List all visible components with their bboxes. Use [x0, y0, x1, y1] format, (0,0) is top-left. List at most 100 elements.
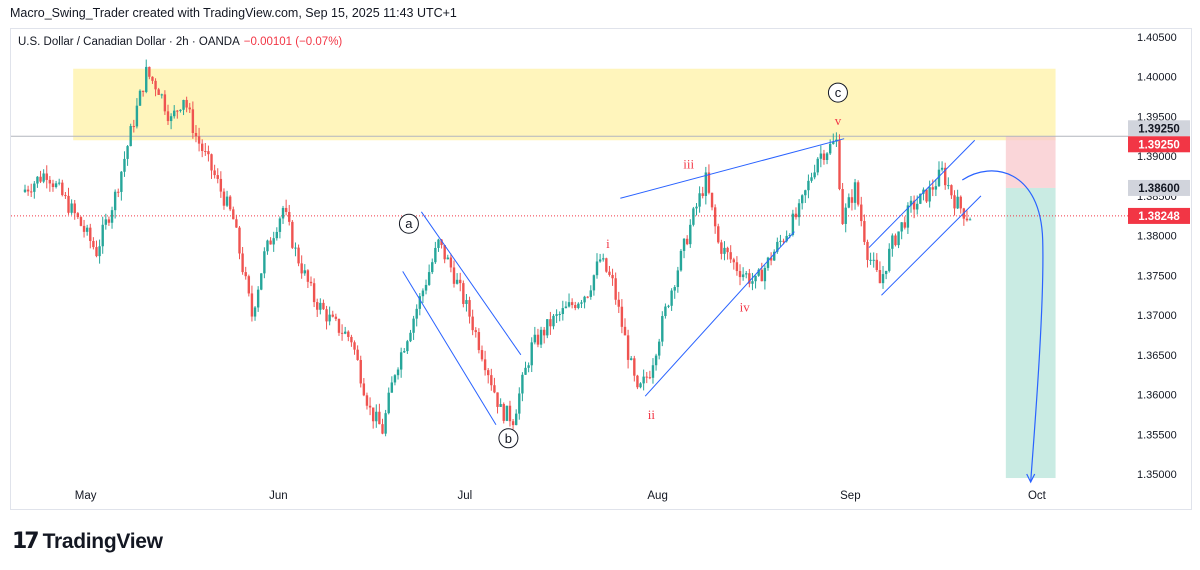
- candle-body: [393, 375, 397, 383]
- candle-body: [365, 395, 369, 406]
- candle-body: [732, 259, 736, 263]
- candle-body: [294, 247, 297, 249]
- wave-label-iv[interactable]: iv: [740, 300, 751, 315]
- candle-body: [800, 195, 804, 204]
- candle-body: [872, 259, 875, 261]
- candle-body: [200, 143, 204, 152]
- candle-body: [959, 196, 962, 209]
- candle-body: [738, 271, 742, 278]
- chart-credit: Macro_Swing_Trader created with TradingV…: [10, 6, 457, 20]
- candle-body: [916, 203, 919, 210]
- candle-body: [452, 267, 456, 284]
- candle-body: [841, 189, 844, 224]
- candle-body: [965, 218, 969, 221]
- candle-body: [238, 227, 241, 254]
- candle-body: [23, 189, 27, 192]
- candle-body: [82, 225, 86, 232]
- candle-body: [766, 257, 770, 268]
- candle-body: [723, 247, 726, 254]
- candle-body: [123, 158, 126, 172]
- target-zone[interactable]: [1005, 187, 1056, 479]
- candle-body: [101, 224, 104, 247]
- trendline-4[interactable]: [620, 138, 845, 199]
- candle-body: [303, 270, 306, 274]
- stop-zone[interactable]: [1005, 136, 1056, 188]
- candle-body: [611, 274, 614, 279]
- candle-body: [713, 207, 717, 227]
- candle-body: [754, 275, 757, 282]
- candle-body: [89, 227, 92, 242]
- wave-label-b[interactable]: b: [505, 431, 512, 446]
- candle-body: [536, 334, 540, 345]
- wave-label-i[interactable]: i: [606, 236, 610, 251]
- candle-body: [350, 336, 353, 343]
- candle-body: [888, 248, 891, 271]
- wave-circle: [398, 213, 419, 234]
- candle-body: [163, 94, 167, 112]
- trendline-5[interactable]: [881, 195, 982, 296]
- x-tick-label: Jul: [458, 490, 473, 502]
- projection-arrow[interactable]: [961, 170, 1044, 483]
- candle-body: [776, 241, 779, 252]
- candle-body: [689, 224, 692, 245]
- candle-body: [773, 251, 776, 261]
- candle-body: [312, 283, 316, 303]
- candle-body: [415, 308, 418, 319]
- candle-body: [272, 238, 275, 245]
- candle-body: [117, 191, 120, 193]
- candle-body: [508, 405, 512, 422]
- resistance-zone[interactable]: [73, 68, 1056, 141]
- candle-body: [928, 187, 931, 202]
- candle-body: [322, 302, 325, 310]
- candle-body: [878, 270, 882, 284]
- wave-label-c[interactable]: c: [835, 85, 842, 100]
- y-tick-label: 1.37000: [1137, 310, 1177, 322]
- candle-body: [70, 203, 73, 213]
- candle-body: [673, 287, 676, 291]
- candle-body: [595, 261, 599, 276]
- candle-body: [446, 257, 449, 260]
- candle-body: [95, 247, 98, 257]
- wave-label-a[interactable]: a: [405, 216, 413, 231]
- tradingview-logo[interactable]: 17 TradingView: [12, 529, 163, 554]
- trendline-3[interactable]: [644, 231, 795, 397]
- price-change: −0.00101 (−0.07%): [243, 36, 343, 48]
- candle-body: [741, 274, 745, 278]
- candle-body: [804, 190, 807, 196]
- candle-body: [328, 314, 331, 322]
- candle-body: [337, 318, 341, 333]
- candle-body: [636, 375, 639, 388]
- price-label-box: [1128, 136, 1190, 153]
- trendline-2[interactable]: [420, 211, 522, 356]
- candle-body: [639, 383, 642, 388]
- candle-body: [421, 290, 425, 297]
- candle-body: [424, 284, 428, 291]
- candle-body: [204, 151, 207, 153]
- candle-body: [651, 365, 655, 378]
- tradingview-logo-icon: 17: [12, 529, 40, 554]
- candle-body: [371, 407, 375, 422]
- candle-body: [54, 183, 58, 188]
- trendline-1[interactable]: [402, 271, 497, 426]
- wave-label-iii[interactable]: iii: [683, 157, 694, 172]
- candle-body: [894, 235, 897, 246]
- candle-body: [148, 66, 151, 77]
- candle-body: [76, 213, 80, 218]
- candle-body: [316, 302, 319, 310]
- candle-body: [92, 241, 95, 248]
- candle-body: [807, 180, 810, 191]
- candle-body: [925, 189, 928, 202]
- candle-body: [347, 331, 350, 337]
- wave-label-ii[interactable]: ii: [648, 407, 656, 422]
- candle-body: [39, 176, 42, 182]
- candle-body: [409, 332, 412, 342]
- candle-body: [642, 376, 645, 384]
- candle-body: [900, 222, 903, 232]
- wave-label-v[interactable]: v: [835, 113, 842, 128]
- candle-body: [564, 306, 568, 309]
- candle-body: [760, 269, 763, 282]
- symbol-legend[interactable]: U.S. Dollar / Canadian Dollar · 2h · OAN…: [18, 36, 342, 48]
- trendline-6[interactable]: [868, 139, 976, 248]
- candle-body: [154, 80, 157, 90]
